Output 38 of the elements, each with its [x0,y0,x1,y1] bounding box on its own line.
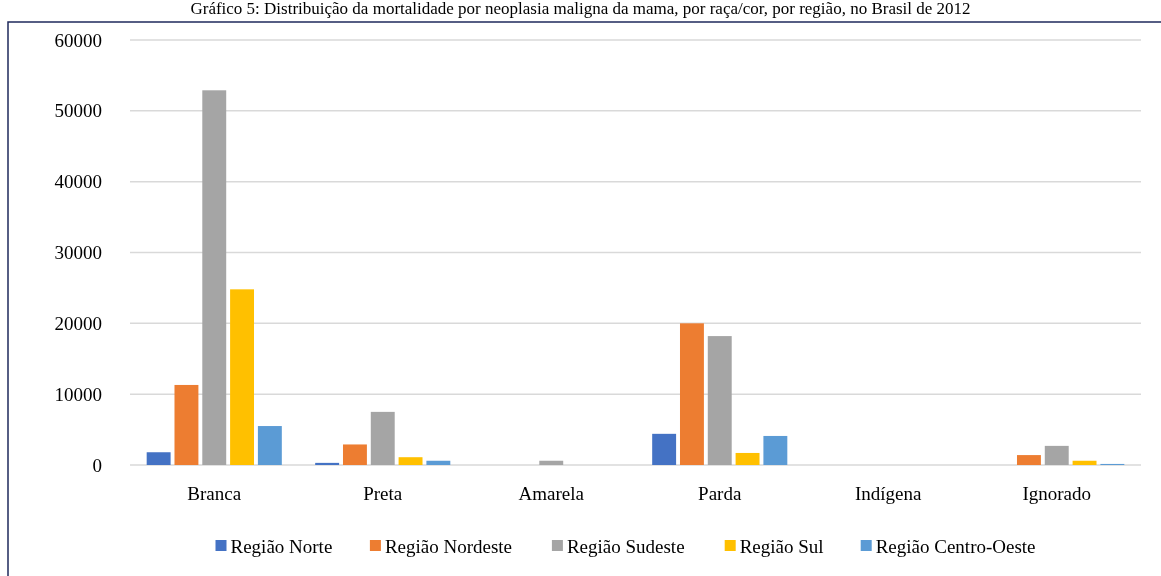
bar [652,433,677,465]
bar [763,435,788,465]
legend-label: Região Nordeste [384,535,513,557]
bar [370,411,395,465]
bar [735,452,760,465]
x-tick-label: Preta [363,483,403,504]
y-tick-label: 50000 [54,100,102,122]
bar [679,323,704,465]
bar [1016,455,1041,465]
bar [426,460,451,465]
legend-label: Região Centro-Oeste [875,535,1036,557]
x-tick-label: Amarela [518,483,585,504]
chart-title: Gráfico 5: Distribuição da mortalidade por neoplasia maligna da mama, por raça/cor, por região, no Brasil de 2012 [190,0,971,18]
bar [202,90,227,465]
y-tick-label: 10000 [54,383,102,405]
legend-label: Região Sul [739,535,824,557]
bar [230,289,255,465]
legend-label: Região Norte [230,535,333,557]
bar [146,452,171,465]
x-tick-label: Indígena [855,483,923,504]
bar [315,462,340,465]
bar [1044,445,1069,465]
y-tick-label: 0 [92,454,102,476]
bar [398,457,423,465]
bar [257,426,282,465]
bar [707,336,732,465]
legend-label: Região Sudeste [566,535,685,557]
y-tick-label: 40000 [54,171,102,193]
y-tick-label: 20000 [54,312,102,334]
x-tick-label: Parda [698,483,742,504]
bar [1072,460,1097,465]
x-tick-label: Branca [187,483,242,504]
bar [174,384,199,465]
y-tick-label: 60000 [54,29,102,51]
bar [539,460,564,465]
y-tick-label: 30000 [54,242,102,264]
x-tick-label: Ignorado [1022,483,1092,504]
bar [342,444,367,465]
